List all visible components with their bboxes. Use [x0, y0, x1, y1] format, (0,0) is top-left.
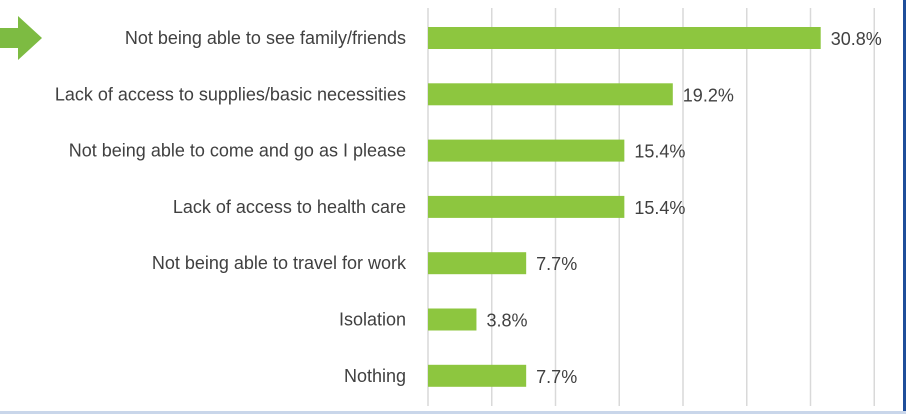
- category-label: Nothing: [344, 366, 406, 386]
- highlight-arrow-icon: [0, 16, 42, 60]
- category-label: Lack of access to health care: [173, 197, 406, 217]
- bar: [428, 252, 527, 275]
- bottom-border: [0, 411, 906, 414]
- bar: [428, 139, 625, 162]
- bar: [428, 83, 673, 106]
- bar: [428, 308, 477, 331]
- category-label: Lack of access to supplies/basic necessi…: [55, 84, 406, 104]
- value-label: 7.7%: [536, 254, 577, 274]
- bar: [428, 364, 527, 387]
- value-label: 15.4%: [634, 142, 685, 162]
- bar: [428, 195, 625, 218]
- value-label: 19.2%: [683, 85, 734, 105]
- bar: [428, 27, 821, 49]
- category-label: Isolation: [339, 310, 406, 330]
- category-label: Not being able to travel for work: [152, 253, 407, 273]
- value-label: 30.8%: [831, 29, 882, 49]
- value-label: 7.7%: [536, 367, 577, 387]
- category-label: Not being able to see family/friends: [125, 28, 406, 48]
- value-label: 15.4%: [634, 198, 685, 218]
- right-border: [903, 0, 906, 414]
- category-label: Not being able to come and go as I pleas…: [69, 141, 406, 161]
- value-label: 3.8%: [486, 311, 527, 331]
